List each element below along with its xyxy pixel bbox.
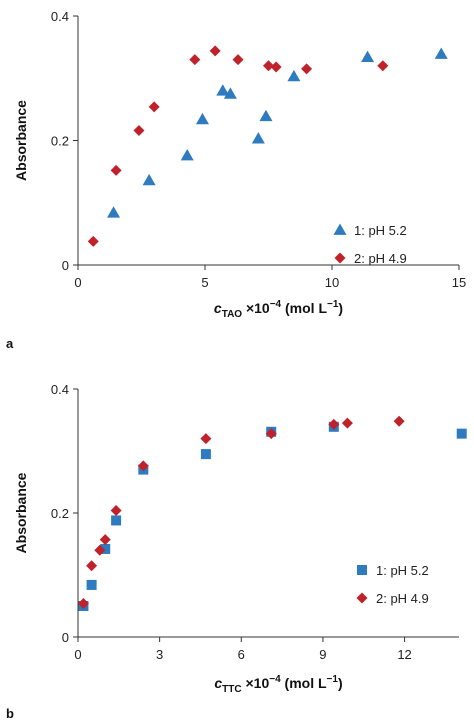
data-point (110, 164, 122, 176)
chart-panel-b: 0 3 6 9 12 0 0.2 0.4 Absorbance cTTC ×10−4 (mol L… (6, 382, 467, 721)
y-axis-label: Absorbance (13, 472, 29, 553)
series-2 (87, 45, 389, 247)
legend-marker (334, 252, 346, 264)
x-tick-label: 5 (201, 275, 208, 290)
x-tick-label: 6 (238, 647, 245, 662)
data-point (216, 84, 230, 96)
panel-letter: b (6, 706, 14, 721)
data-point (142, 173, 156, 186)
data-point (110, 505, 122, 517)
data-point (107, 206, 121, 218)
data-point (209, 45, 221, 57)
data-point (377, 60, 389, 72)
y-tick-label: 0.2 (51, 134, 69, 149)
y-axis-label: Absorbance (13, 100, 29, 181)
data-point (99, 534, 111, 546)
data-point (100, 543, 111, 554)
data-point (223, 87, 237, 99)
legend-entry-label: 2: pH 4.9 (354, 251, 407, 266)
y-tick-label: 0.2 (51, 506, 69, 521)
legend-marker (333, 223, 347, 235)
data-point (341, 417, 353, 429)
x-tick-label: 12 (397, 647, 411, 662)
data-point (137, 460, 149, 472)
data-point (111, 515, 122, 526)
data-point (251, 132, 265, 144)
data-point (189, 54, 201, 66)
data-point (287, 69, 301, 82)
data-point (77, 598, 89, 610)
data-point (232, 54, 244, 66)
legend-entry-label: 2: pH 4.9 (376, 591, 429, 606)
y-tick-label: 0.4 (51, 9, 69, 24)
data-point (456, 428, 467, 439)
data-point (180, 148, 194, 161)
data-point (393, 415, 405, 427)
data-point (86, 560, 98, 572)
legend: 1: pH 5.2 2: pH 4.9 (333, 223, 407, 266)
data-point (301, 63, 313, 75)
x-tick-label: 3 (156, 647, 163, 662)
data-point (328, 418, 340, 430)
data-point (259, 109, 273, 122)
x-axis-label: cTAO ×10−4 (mol L−1) (214, 299, 343, 320)
legend-entry-label: 1: pH 5.2 (376, 563, 429, 578)
data-point (94, 544, 106, 556)
data-point (87, 235, 99, 247)
x-axis-label: cTTC ×10−4 (mol L−1) (214, 674, 342, 695)
legend-marker (356, 592, 368, 604)
data-point (200, 433, 212, 445)
x-tick-label: 0 (74, 275, 81, 290)
series-2 (77, 415, 405, 610)
series-1 (107, 47, 448, 218)
chart-panel-a: 0 5 10 15 0 0.2 0.4 Absorbance cTAO ×10−4 (mol L… (6, 9, 466, 351)
data-point (148, 101, 160, 113)
panel-letter: a (6, 336, 14, 351)
legend-marker (357, 565, 367, 575)
data-point (133, 125, 145, 137)
legend: 1: pH 5.2 2: pH 4.9 (356, 563, 429, 606)
x-tick-label: 9 (319, 647, 326, 662)
x-tick-label: 10 (325, 275, 339, 290)
data-point (265, 428, 277, 440)
y-tick-label: 0.4 (51, 382, 69, 397)
y-tick-label: 0 (62, 630, 69, 645)
data-point (361, 50, 375, 62)
data-point (195, 112, 209, 125)
data-point (434, 47, 448, 59)
data-point (200, 449, 211, 460)
x-tick-label: 15 (452, 275, 466, 290)
legend-entry-label: 1: pH 5.2 (354, 223, 407, 238)
series-1 (78, 421, 467, 611)
x-tick-label: 0 (74, 647, 81, 662)
data-point (86, 579, 97, 590)
data-point (270, 61, 282, 73)
y-tick-label: 0 (62, 258, 69, 273)
data-point (263, 60, 274, 72)
